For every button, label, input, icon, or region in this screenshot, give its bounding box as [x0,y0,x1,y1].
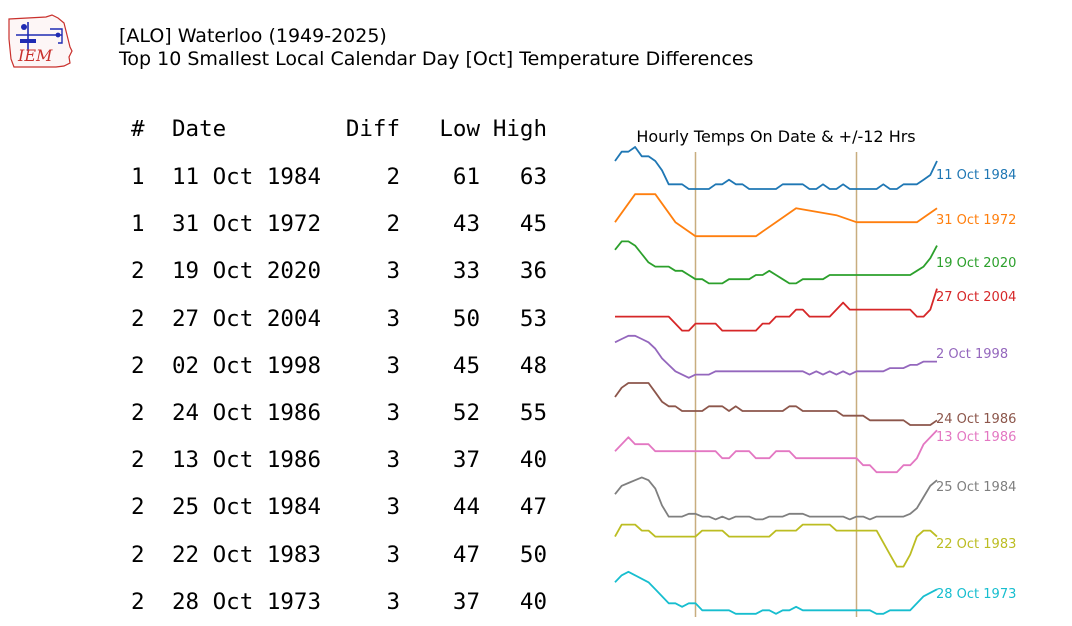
cell-low: 47 [452,541,480,568]
cell-low: 52 [452,400,480,426]
cell-rank: 2 [131,588,145,615]
cell-diff: 3 [386,400,400,426]
cell-diff: 3 [386,305,400,332]
series-line-6 [614,429,938,474]
series-line-0 [614,146,938,190]
series-label-8: 22 Oct 1983 [936,537,1016,552]
logo-text: IEM [17,46,53,65]
cell-high: 36 [519,258,547,285]
cell-rank: 2 [131,352,145,379]
cell-diff: 3 [386,258,400,285]
series-label-0: 11 Oct 1984 [936,168,1016,183]
chart-title: [ALO] Waterloo (1949-2025) [119,25,387,47]
series-label-5: 24 Oct 1986 [936,412,1016,427]
series-line-4 [614,334,937,379]
series-label-1: 31 Oct 1972 [936,213,1016,228]
cell-low: 45 [452,352,480,379]
cell-rank: 2 [131,447,145,474]
cell-high: 55 [519,400,547,426]
series-line-2 [614,240,938,285]
series-label-4: 2 Oct 1998 [936,347,1008,362]
cell-rank: 2 [131,258,145,285]
series-line-1 [614,193,938,238]
cell-low: 37 [452,588,480,615]
panel-title: Hourly Temps On Date & +/-12 Hrs [636,127,915,146]
col-header-rank: # [131,116,145,142]
cell-diff: 2 [386,211,400,238]
cell-high: 48 [519,352,547,379]
cell-date: 22 Oct 1983 [172,541,322,568]
series-label-3: 27 Oct 2004 [936,290,1016,305]
cell-rank: 1 [131,211,145,238]
cell-diff: 3 [386,588,400,615]
cell-diff: 3 [386,541,400,568]
cell-date: 11 Oct 1984 [172,164,322,190]
cell-low: 44 [452,494,480,521]
cell-rank: 2 [131,400,145,426]
cell-high: 53 [519,305,547,332]
cell-high: 63 [519,164,547,190]
series-line-7 [614,476,938,521]
cell-date: 13 Oct 1986 [172,447,322,474]
series-line-9 [614,570,938,615]
cell-high: 50 [519,541,547,568]
cell-date: 31 Oct 1972 [172,211,322,238]
series-line-3 [615,288,938,332]
cell-low: 37 [452,447,480,474]
cell-date: 25 Oct 1984 [172,494,322,521]
cell-high: 47 [519,494,547,521]
cell-diff: 3 [386,447,400,474]
series-label-7: 25 Oct 1984 [936,480,1016,495]
col-header-low: Low [439,116,480,142]
cell-high: 40 [519,588,547,615]
cell-diff: 3 [386,494,400,521]
col-header-date: Date [172,116,227,142]
cell-low: 50 [452,305,480,332]
cell-rank: 2 [131,541,145,568]
cell-high: 45 [519,211,547,238]
col-header-high: High [492,116,547,142]
cell-rank: 2 [131,494,145,521]
cell-date: 02 Oct 1998 [172,352,322,379]
cell-date: 19 Oct 2020 [172,258,322,285]
cell-date: 28 Oct 1973 [172,588,322,615]
series-line-8 [614,523,938,568]
series-label-2: 19 Oct 2020 [936,256,1016,271]
cell-rank: 1 [131,164,145,190]
chart-subtitle: Top 10 Smallest Local Calendar Day [Oct]… [119,48,754,70]
cell-diff: 3 [386,352,400,379]
cell-diff: 2 [386,164,400,190]
cell-rank: 2 [131,305,145,332]
hourly-temps-panel: Hourly Temps On Date & +/-12 Hrs 11 Oct 1… [614,127,1016,617]
col-header-diff: Diff [345,116,400,142]
cell-date: 24 Oct 1986 [172,400,322,426]
cell-low: 33 [452,258,480,285]
cell-high: 40 [519,447,547,474]
cell-low: 43 [452,211,480,238]
series-label-9: 28 Oct 1973 [936,587,1016,602]
cell-low: 61 [452,164,480,190]
series-line-5 [614,382,938,426]
series-label-6: 13 Oct 1986 [936,430,1016,445]
cell-date: 27 Oct 2004 [172,305,322,332]
iem-logo: IEM [8,14,73,68]
